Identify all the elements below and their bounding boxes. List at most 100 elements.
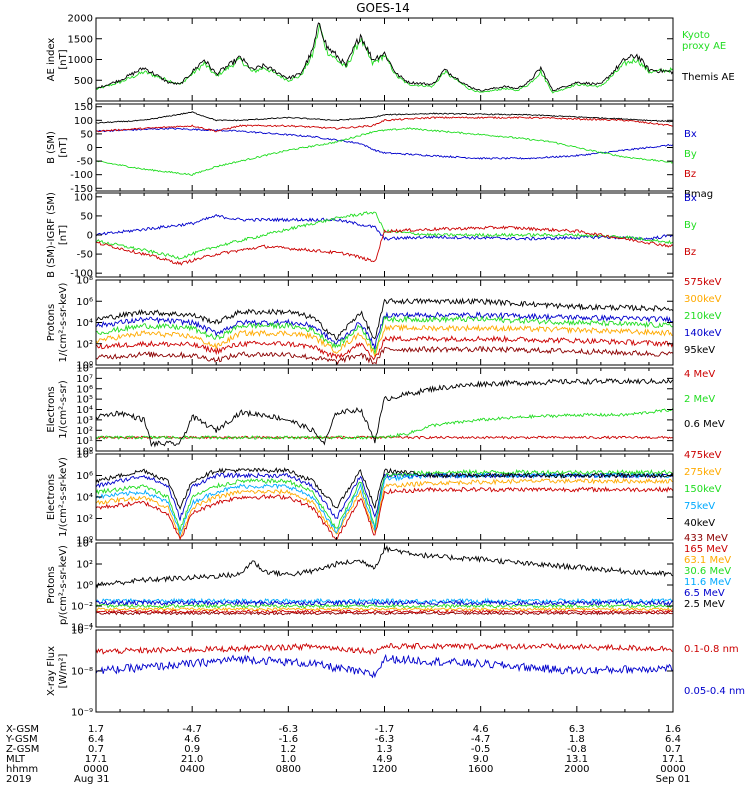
ephem-cell-1-4: 0400	[179, 764, 204, 775]
y-tick-label-electrons1-8: 10⁸	[76, 364, 93, 375]
y-tick-label-electrons2-2: 10⁴	[76, 493, 93, 504]
y-tick-label-bigrf-1: -50	[77, 250, 93, 261]
series-line-protons1-95kev	[96, 334, 673, 361]
legend-entry-xray-0-1-0-8-nm: 0.1-0.8 nm	[684, 644, 739, 655]
ephem-cell-3-1: -6.3	[375, 734, 395, 745]
panel-electrons2: 10⁰ 10² 10⁴ 10⁶ 10⁸ Electrons 1/(cm²-s-sr-keV)…	[46, 450, 722, 547]
y-tick-label-electrons1-7: 10⁷	[76, 374, 93, 385]
ephem-cell-4-3: 9.0	[473, 754, 489, 765]
panel-bsm: -150 -100 -50 0 50 100 150 B (SM) [nT] Bx By Bz Bmag	[46, 102, 713, 200]
ephem-cell-2-4: 0800	[276, 764, 301, 775]
y-tick-label-electrons1-4: 10⁴	[76, 405, 93, 416]
ephem-row-label-x-gsm: X-GSM	[6, 724, 39, 735]
ephem-cell-0-5: Aug 31	[74, 774, 109, 785]
y-axis-bsm: -150 -100 -50 0 50 100 150	[70, 102, 673, 195]
legend-entry-electrons1-2-mev: 2 MeV	[684, 394, 715, 405]
y-tick-label-xray-0: 10⁻⁹	[71, 708, 93, 719]
y-tick-label-electrons2-1: 10²	[76, 514, 93, 525]
y-axis-label-bigrf: B (SM)-IGRF (SM) [nT]	[46, 192, 69, 278]
y-tick-label-protons1-3: 10⁶	[76, 297, 93, 308]
ephem-cell-6-5: Sep 01	[656, 774, 691, 785]
y-label-line1-ae: AE index	[46, 38, 57, 82]
legend-entry-electrons2-275kev: 275keV	[684, 467, 722, 478]
series-line-electrons2-trace-5	[96, 485, 673, 540]
y-label-line2-ae: [nT]	[58, 49, 69, 69]
series-line-bsm-bz	[96, 116, 673, 133]
panel-frame-xray	[95, 629, 674, 713]
legend-entry-protons2-165-mev: 165 MeV	[684, 544, 728, 555]
ephem-cell-2-3: 1.0	[280, 754, 296, 765]
y-axis-ae: 0 500 1000 1500 2000	[68, 14, 673, 108]
y-tick-label-electrons1-0: 10⁰	[76, 447, 93, 458]
ephem-cell-2-0: -6.3	[279, 724, 299, 735]
y-tick-label-bsm-1: -100	[70, 170, 93, 181]
ephem-cell-6-0: 1.6	[665, 724, 681, 735]
ephem-cell-1-3: 21.0	[181, 754, 203, 765]
legend-entry-xray-0-05-0-4-nm: 0.05-0.4 nm	[684, 686, 745, 697]
legend-bigrf: Bx By Bz	[684, 193, 697, 258]
panel-frame-ae	[95, 17, 674, 102]
series-group-protons1	[96, 297, 673, 365]
legend-entry-ae-kyoto-proxy-ae-0: Kyoto	[682, 30, 710, 41]
y-tick-label-electrons1-2: 10²	[76, 426, 93, 437]
ephem-cell-5-0: 6.3	[569, 724, 585, 735]
y-tick-label-electrons1-6: 10⁶	[76, 384, 93, 395]
ephem-cell-6-3: 17.1	[662, 754, 684, 765]
ephemeris-table: X-GSMY-GSMZ-GSMMLThhmm20191.76.40.717.10…	[5, 724, 690, 785]
legend-entry-protons2-2-5-mev: 2.5 MeV	[684, 599, 725, 610]
ephem-cell-4-4: 1600	[468, 764, 493, 775]
legend-entry-electrons2-475kev: 475keV	[684, 450, 722, 461]
series-group-bsm	[96, 111, 673, 177]
ephem-row-label-2019: 2019	[6, 774, 31, 785]
y-tick-label-ae-4: 2000	[68, 14, 93, 25]
legend-entry-ae-kyoto-proxy-ae-1: proxy AE	[682, 41, 726, 52]
ephem-cell-5-3: 13.1	[566, 754, 588, 765]
ephem-cell-0-0: 1.7	[88, 724, 104, 735]
series-line-protons2-30-6-mev	[96, 603, 673, 609]
y-tick-label-electrons1-3: 10³	[76, 415, 93, 426]
series-line-bigrf-bx	[96, 213, 673, 241]
series-line-bsm-by	[96, 127, 673, 177]
y-axis-label-ae: AE index [nT]	[46, 38, 69, 82]
y-tick-label-bsm-2: -50	[77, 157, 93, 168]
series-line-ae-themis-ae	[96, 22, 673, 92]
y-label-line2-xray: [W/m²]	[58, 653, 69, 688]
y-label-line2-electrons1: 1/(cm²-s-sr)	[58, 380, 69, 439]
legend-bsm: Bx By Bz Bmag	[684, 129, 713, 200]
ephem-cell-1-1: 4.6	[184, 734, 200, 745]
legend-entry-protons2-30-6-mev: 30.6 MeV	[684, 566, 731, 577]
y-label-line2-bsm: [nT]	[58, 137, 69, 157]
ephem-cell-4-1: -4.7	[471, 734, 491, 745]
ephem-cell-0-3: 17.1	[85, 754, 107, 765]
panel-protons2: 10⁻⁴ 10⁻² 10⁰ 10² 10⁴ Protons p/(cm²-s-sr-keV)…	[46, 533, 731, 634]
y-tick-label-protons1-2: 10⁴	[76, 318, 93, 329]
y-tick-label-ae-3: 1500	[68, 34, 93, 45]
series-line-bsm-bx	[96, 127, 673, 160]
legend-entry-bigrf-by: By	[684, 220, 697, 231]
series-line-bsm-bmag	[96, 111, 673, 124]
y-tick-label-bigrf-3: 50	[80, 211, 93, 222]
legend-protons1: 575keV 300keV 210keV 140keV 95keV	[684, 277, 722, 356]
ephem-cell-2-2: 1.2	[280, 744, 296, 755]
series-group-bigrf	[96, 211, 673, 266]
ephem-cell-0-2: 0.7	[88, 744, 104, 755]
y-label-line2-protons1: 1/(cm²-s-sr-keV)	[58, 282, 69, 362]
panel-protons1: 10⁰ 10² 10⁴ 10⁶ 10⁸ Protons 1/(cm²-s-sr-keV) 57…	[46, 276, 722, 372]
y-axis-electrons2: 10⁰ 10² 10⁴ 10⁶ 10⁸	[76, 450, 673, 547]
y-label-line1-bigrf: B (SM)-IGRF (SM)	[46, 192, 57, 278]
legend-entry-protons2-433-mev: 433 MeV	[684, 533, 728, 544]
y-tick-label-ae-0: 0	[87, 97, 93, 108]
series-line-protons1-210kev	[96, 315, 673, 355]
y-tick-label-protons2-1: 10⁻²	[71, 602, 93, 613]
panel-xray: 10⁻⁹10⁻⁸10⁻⁷X-ray Flux [W/m²]0.1-0.8 nm0.…	[46, 626, 745, 719]
series-group-electrons1	[96, 377, 673, 448]
y-tick-label-protons2-3: 10²	[76, 560, 93, 571]
panel-bigrf: -100 -50 0 50 100 B (SM)-IGRF (SM) [nT] Bx By Bz	[46, 192, 697, 280]
series-group-xray	[96, 642, 673, 679]
series-line-electrons2-150kev	[96, 468, 673, 531]
ephem-cell-0-4: 0000	[83, 764, 108, 775]
series-line-electrons2-40kev	[96, 467, 673, 510]
series-line-electrons2-275kev	[96, 477, 673, 540]
